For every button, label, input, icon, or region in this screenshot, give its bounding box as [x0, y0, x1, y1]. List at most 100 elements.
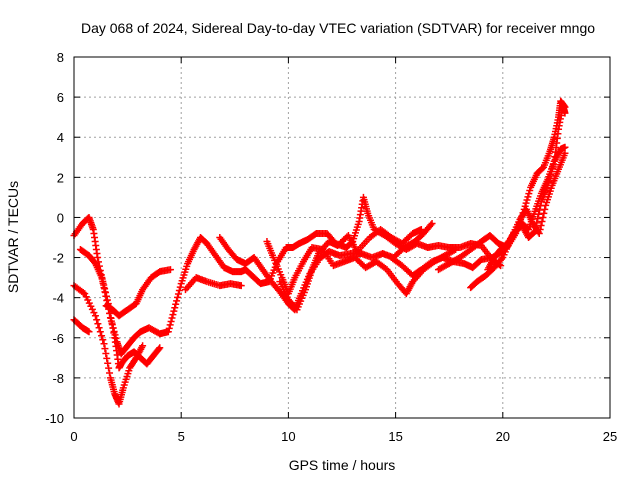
data-point: [537, 221, 545, 229]
data-point: [96, 328, 104, 336]
data-point: [98, 332, 106, 340]
series-satellite-track-12: [467, 149, 569, 292]
data-point: [547, 171, 555, 179]
y-tick-label: 0: [57, 210, 64, 225]
data-point: [108, 319, 116, 327]
data-point: [428, 219, 436, 227]
data-point: [174, 290, 182, 298]
data-point: [81, 290, 89, 298]
data-point: [498, 255, 506, 263]
data-point: [85, 299, 93, 307]
y-tick-label: -10: [45, 411, 64, 426]
data-point: [102, 292, 110, 300]
y-tick-label: 6: [57, 90, 64, 105]
data-point: [535, 229, 543, 237]
data-point: [547, 168, 555, 176]
data-point: [561, 143, 569, 151]
x-axis-label: GPS time / hours: [289, 457, 396, 473]
data-point: [105, 364, 113, 372]
data-point: [539, 213, 547, 221]
data-point: [103, 296, 111, 304]
data-point: [174, 293, 182, 301]
data-point: [165, 324, 173, 332]
data-point: [102, 289, 110, 297]
data-point: [155, 345, 163, 353]
y-tick-label: 2: [57, 170, 64, 185]
data-point: [524, 193, 532, 201]
y-tick-label: 4: [57, 130, 64, 145]
data-point: [101, 285, 109, 293]
data-point: [417, 225, 425, 233]
data-point: [167, 317, 175, 325]
data-point: [532, 223, 540, 231]
data-point: [533, 219, 541, 227]
data-point: [106, 369, 114, 377]
data-point: [237, 282, 245, 290]
series-satellite-track-10: [387, 143, 569, 280]
data-point: [100, 281, 108, 289]
data-point: [171, 304, 179, 312]
data-point: [525, 190, 533, 198]
data-point: [168, 314, 176, 322]
series-satellite-track-4: [70, 282, 147, 408]
data-point: [172, 300, 180, 308]
series-satellite-track-8: [263, 238, 460, 298]
series-satellite-track-13: [484, 101, 569, 274]
series-satellite-track-1: [70, 193, 505, 358]
data-point: [166, 321, 174, 329]
data-point: [100, 340, 108, 348]
data-point: [176, 283, 184, 291]
data-point: [110, 329, 118, 337]
data-point: [452, 246, 460, 254]
data-point: [94, 254, 102, 262]
data-point: [169, 311, 177, 319]
series-satellite-track-5: [102, 266, 174, 320]
x-tick-label: 10: [281, 429, 295, 444]
data-point: [84, 296, 92, 304]
data-point: [536, 225, 544, 233]
data-point: [175, 287, 183, 295]
data-point: [95, 324, 103, 332]
series-satellite-track-9: [276, 225, 425, 314]
data-point: [545, 178, 553, 186]
data-point: [173, 297, 181, 305]
data-point: [534, 215, 542, 223]
data-point: [523, 196, 531, 204]
data-point: [164, 328, 172, 336]
data-point: [166, 266, 174, 274]
y-tick-label: -6: [52, 331, 64, 346]
data-point: [104, 359, 112, 367]
data-point: [540, 209, 548, 217]
data-point: [530, 228, 538, 236]
data-point: [101, 345, 109, 353]
series-satellite-track-6: [181, 274, 245, 294]
data-point: [90, 309, 98, 317]
data-point: [427, 221, 435, 229]
data-point: [156, 344, 164, 352]
plot-frame: [73, 56, 611, 419]
data-point: [544, 181, 552, 189]
x-tick-label: 15: [388, 429, 402, 444]
data-point: [139, 342, 147, 350]
y-tick-label: -4: [52, 291, 64, 306]
data-point: [107, 314, 115, 322]
data-point: [536, 206, 544, 214]
data-point: [79, 289, 87, 297]
data-point: [561, 149, 569, 157]
data-point: [82, 293, 90, 301]
data-point: [548, 164, 556, 172]
data-points: [70, 97, 569, 408]
data-point: [88, 305, 96, 313]
data-point: [103, 354, 111, 362]
data-point: [94, 320, 102, 328]
data-point: [87, 302, 95, 310]
x-tick-label: 0: [70, 429, 77, 444]
data-point: [170, 307, 178, 315]
axis-ticks: 0 5 10 15 20 25 -10 -8 -6 -4 -2 0 2 4 6 8: [45, 50, 617, 444]
data-point: [531, 227, 539, 235]
x-tick-label: 25: [603, 429, 617, 444]
data-point: [102, 350, 110, 358]
data-point: [546, 174, 554, 182]
data-point: [535, 210, 543, 218]
x-tick-label: 20: [496, 429, 510, 444]
